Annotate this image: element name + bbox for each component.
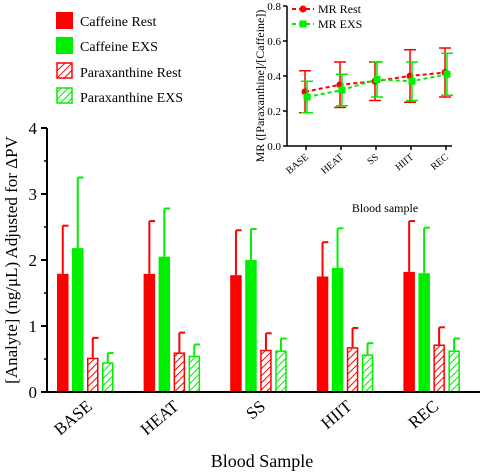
legend-swatch-paraxanthine-exs <box>56 87 73 104</box>
main-x-axis-label: Blood Sample <box>211 451 314 471</box>
inset-y-tick-label-0.2: 0.2 <box>267 106 281 118</box>
bar-paraxanthine-rest-hiit <box>346 347 359 393</box>
inset-line-chart: 0.0 0.2 0.4 0.6 0.8 BASE HEAT SS HIIT REC MR ([Pa… <box>253 1 453 215</box>
inset-legend: MR Rest MR EXS <box>292 2 362 31</box>
inset-legend-marker-mr-exs <box>299 20 307 28</box>
inset-x-tick-label-rec: REC <box>429 152 451 173</box>
legend-swatch-caffeine-exs <box>56 37 73 54</box>
bar-caffeine-exs-heat <box>158 256 171 392</box>
bar-paraxanthine-exs-heat <box>188 355 201 393</box>
inset-x-tick-label-base: BASE <box>284 152 311 177</box>
inset-legend-marker-mr-rest <box>299 5 307 13</box>
x-tick-label-base: BASE <box>50 397 96 439</box>
bar-paraxanthine-exs-rec <box>448 350 460 393</box>
inset-x-tick-label-ss: SS <box>365 152 381 168</box>
main-bar-chart: BASE HEAT SS HIIT REC 0 1 2 3 4 [Analyte] (ng/μL)… <box>2 119 480 471</box>
inset-x-tick-label-heat: HEAT <box>319 152 346 177</box>
x-tick-label-rec: REC <box>405 397 443 433</box>
inset-point-mr-exs-base <box>303 93 311 101</box>
inset-y-tick-label-0.0: 0.0 <box>267 141 281 153</box>
bar-paraxanthine-exs-base <box>102 362 114 393</box>
bar-paraxanthine-rest-base <box>87 357 99 393</box>
y-tick-label-0: 0 <box>29 383 38 402</box>
bar-caffeine-rest-rec <box>403 271 415 392</box>
legend-label-paraxanthine-exs: Paraxanthine EXS <box>80 91 183 106</box>
inset-legend-label-mr-rest: MR Rest <box>318 2 362 16</box>
bar-paraxanthine-rest-ss <box>260 349 272 393</box>
bar-caffeine-rest-base <box>57 273 69 392</box>
legend-swatch-caffeine-rest <box>56 12 73 29</box>
main-bars-layer <box>57 176 460 393</box>
legend-swatch-paraxanthine-rest <box>56 62 73 79</box>
inset-point-mr-exs-ss <box>373 76 381 83</box>
bar-paraxanthine-exs-hiit <box>361 354 374 393</box>
inset-x-axis-label: Blood sample <box>352 201 418 215</box>
legend-label-caffeine-rest: Caffeine Rest <box>80 15 156 30</box>
bar-caffeine-rest-hiit <box>316 276 329 392</box>
legend-label-paraxanthine-rest: Paraxanthine Rest <box>80 66 182 81</box>
bar-caffeine-exs-base <box>72 248 84 392</box>
inset-y-tick-label-0.8: 0.8 <box>267 1 281 13</box>
y-tick-label-4: 4 <box>29 119 38 138</box>
x-tick-label-hiit: HIIT <box>317 396 356 433</box>
legend-label-caffeine-exs: Caffeine EXS <box>80 40 158 55</box>
bar-paraxanthine-rest-heat <box>173 352 186 393</box>
y-tick-label-2: 2 <box>29 251 38 270</box>
main-legend: Caffeine Rest Caffeine EXS Paraxanthine … <box>56 12 183 106</box>
y-tick-label-1: 1 <box>29 317 38 336</box>
bar-paraxanthine-rest-rec <box>433 344 445 393</box>
bar-caffeine-exs-rec <box>418 273 430 392</box>
inset-point-mr-exs-rec <box>443 70 451 78</box>
inset-legend-label-mr-exs: MR EXS <box>318 17 362 31</box>
bar-caffeine-exs-ss <box>245 260 257 392</box>
bar-paraxanthine-exs-ss <box>275 350 287 393</box>
inset-axes-layer: 0.0 0.2 0.4 0.6 0.8 BASE HEAT SS HIIT REC <box>267 1 452 177</box>
inset-y-tick-label-0.4: 0.4 <box>267 71 281 83</box>
inset-y-tick-label-0.6: 0.6 <box>267 36 281 48</box>
bar-caffeine-rest-ss <box>230 275 242 392</box>
bar-caffeine-rest-heat <box>143 273 156 392</box>
main-y-axis-label: [Analyte] (ng/μL) Adjusted for ΔPV <box>2 135 21 383</box>
bar-caffeine-exs-hiit <box>331 267 344 392</box>
inset-x-tick-label-hiit: HIIT <box>394 152 416 173</box>
x-tick-label-ss: SS <box>242 397 269 424</box>
inset-point-mr-exs-heat <box>338 86 346 94</box>
inset-y-axis-label: MR ([Paraxanthine]/[Caffeine]) <box>253 10 267 163</box>
inset-point-mr-exs-hiit <box>408 77 416 85</box>
inset-lines-layer <box>299 47 453 114</box>
y-tick-label-3: 3 <box>29 185 38 204</box>
x-tick-label-heat: HEAT <box>137 396 183 439</box>
